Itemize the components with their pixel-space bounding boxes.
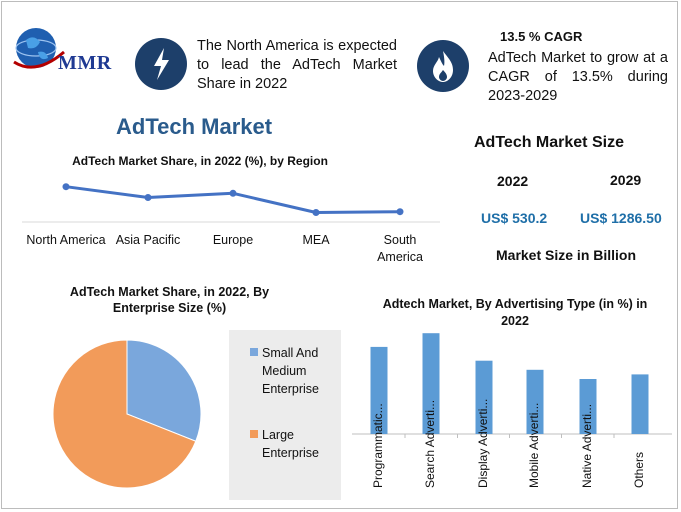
bar (475, 360, 493, 434)
globe-logo-icon (13, 28, 65, 69)
lightning-icon (154, 48, 169, 80)
cagr-title: 13.5 % CAGR (500, 29, 583, 44)
line-category-label: Europe (212, 233, 254, 247)
cagr-note: AdTech Market to grow at a CAGR of 13.5%… (488, 50, 668, 104)
flame-badge (417, 40, 469, 92)
line-chart (22, 183, 440, 223)
bar (526, 369, 544, 434)
pie-slice (126, 339, 202, 442)
line-point (144, 194, 152, 201)
bar-chart-title: Adtech Market, By Advertising Type (in %… (382, 297, 648, 328)
bar-chart (352, 333, 672, 438)
bar-category-label: Native Adverti... (580, 403, 594, 488)
north-america-note: The North America is expected to lead th… (197, 38, 397, 92)
legend-label-sme: Small And Medium Enterprise (262, 346, 319, 396)
logo-text: MMR (58, 52, 112, 74)
year-2029: 2029 (610, 172, 642, 188)
line-category-label: Asia Pacific (115, 233, 181, 247)
value-2022: US$ 530.2 (481, 210, 548, 226)
pie-legend: Small And Medium Enterprise Large Enterp… (229, 330, 341, 500)
main-title: AdTech Market (116, 114, 273, 139)
lightning-badge (135, 38, 187, 90)
line-point (62, 183, 70, 191)
legend-swatch-large (250, 430, 258, 438)
line-point (229, 189, 237, 197)
legend-label-large: Large Enterprise (262, 428, 319, 460)
bar (631, 374, 649, 434)
flame-icon (433, 51, 453, 82)
pie-chart-title: AdTech Market Share, in 2022, By Enterpr… (69, 285, 270, 315)
bar-category-label: Search Adverti... (423, 399, 437, 488)
line-chart-title: AdTech Market Share, in 2022 (%), by Reg… (72, 154, 328, 168)
pie-slice (52, 339, 197, 489)
legend-item-large: Large Enterprise (250, 426, 338, 462)
value-2029: US$ 1286.50 (580, 210, 662, 226)
market-size-heading: AdTech Market Size (474, 134, 624, 151)
year-2022: 2022 (497, 173, 529, 189)
bar-category-label: Mobile Adverti... (527, 402, 541, 488)
legend-swatch-sme (250, 348, 258, 356)
bar-category-label: Display Adverti... (476, 398, 490, 488)
bar (422, 333, 440, 434)
line-category-label: South America (377, 233, 423, 264)
market-size-unit-note: Market Size in Billion (496, 247, 637, 263)
bar-category-label: Programmatic... (371, 403, 385, 488)
legend-item-sme: Small And Medium Enterprise (250, 344, 338, 398)
pie-chart (52, 339, 202, 489)
bar (370, 346, 388, 434)
line-point (396, 208, 404, 216)
line-point (312, 209, 320, 216)
line-category-label: North America (26, 233, 106, 247)
bar (579, 379, 597, 434)
bar-category-label: Others (632, 451, 646, 488)
line-category-label: MEA (302, 233, 330, 247)
